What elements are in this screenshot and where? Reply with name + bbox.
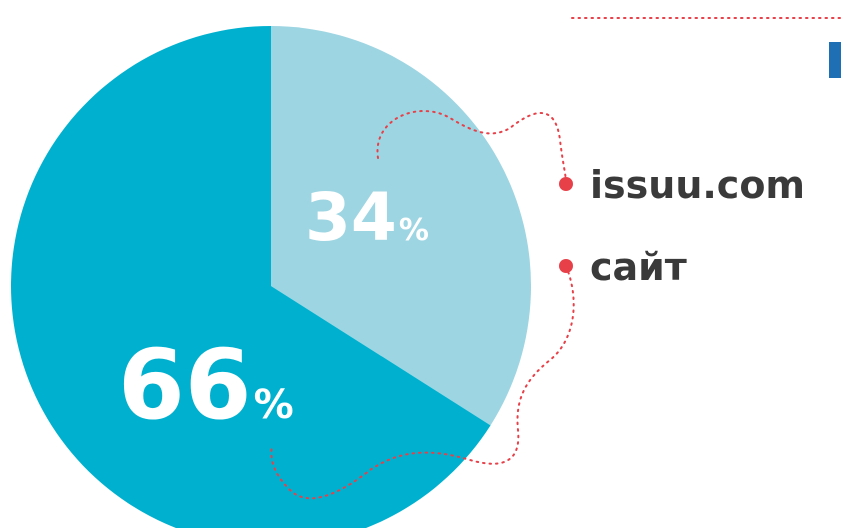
legend-marker-issuu: [559, 177, 573, 191]
pie-slice-issuu: [271, 26, 531, 426]
dotted-connector-bottom: [270, 265, 575, 500]
pie-slice-site: [11, 26, 491, 528]
dotted-connector-top: [376, 110, 567, 184]
legend: issuu.com сайт: [559, 163, 805, 289]
slice-label-site: 66%: [118, 329, 294, 441]
legend-marker-site: [559, 259, 573, 273]
legend-label-site: сайт: [590, 245, 687, 289]
corner-mark: [829, 42, 841, 78]
legend-label-issuu: issuu.com: [590, 163, 805, 207]
slice-label-issuu: 34%: [305, 179, 429, 256]
pie-slices: [11, 26, 531, 528]
